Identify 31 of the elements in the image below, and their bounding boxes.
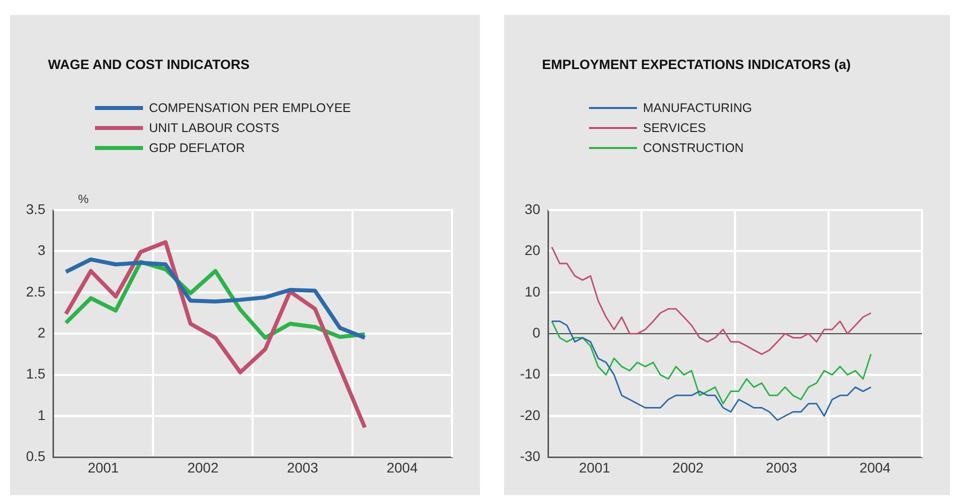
x-tick-label: 2001 bbox=[578, 459, 610, 476]
chart-title: EMPLOYMENT EXPECTATIONS INDICATORS (a) bbox=[542, 57, 851, 72]
y-tick-label: 20 bbox=[524, 242, 540, 258]
x-tick-label: 2001 bbox=[88, 459, 120, 476]
x-tick-label: 2002 bbox=[187, 459, 219, 476]
y-tick-label: 10 bbox=[524, 283, 540, 300]
legend-label: CONSTRUCTION bbox=[643, 141, 744, 155]
legend-label: COMPENSATION PER EMPLOYEE bbox=[149, 101, 351, 115]
y-tick-label: -20 bbox=[520, 406, 540, 423]
x-tick-label: 2003 bbox=[286, 459, 318, 476]
x-tick-label: 2003 bbox=[766, 459, 798, 476]
y-tick-label: 3 bbox=[38, 242, 46, 258]
legend-label: UNIT LABOUR COSTS bbox=[149, 121, 280, 135]
y-tick-label: -10 bbox=[520, 366, 540, 382]
legend-label: GDP DEFLATOR bbox=[149, 141, 245, 155]
chart-title: WAGE AND COST INDICATORS bbox=[48, 57, 250, 72]
legend-label: SERVICES bbox=[643, 121, 706, 135]
legend-label: MANUFACTURING bbox=[643, 101, 752, 115]
y-tick-label: 0.5 bbox=[26, 448, 46, 464]
y-tick-label: 1 bbox=[38, 406, 46, 423]
x-tick-label: 2004 bbox=[386, 459, 418, 476]
x-tick-label: 2002 bbox=[672, 459, 704, 476]
x-tick-label: 2004 bbox=[859, 459, 891, 476]
y-tick-label: -30 bbox=[520, 448, 540, 464]
y-tick-label: 0 bbox=[532, 324, 540, 340]
y-axis-title: % bbox=[78, 192, 89, 206]
y-tick-label: 3.5 bbox=[26, 200, 46, 217]
y-tick-label: 2.5 bbox=[26, 283, 46, 300]
y-tick-label: 30 bbox=[524, 200, 540, 217]
y-tick-label: 1.5 bbox=[26, 366, 46, 382]
y-tick-label: 2 bbox=[38, 324, 46, 340]
